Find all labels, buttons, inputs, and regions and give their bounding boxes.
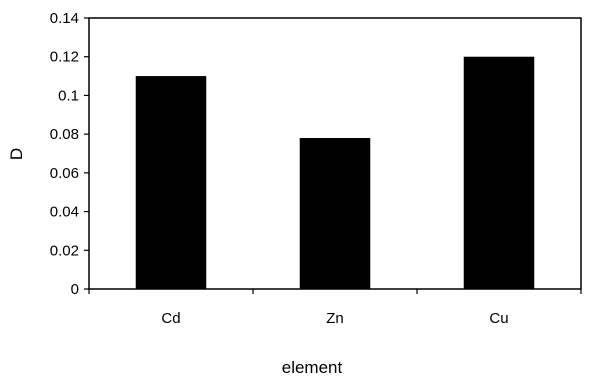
y-tick-label: 0 [71,281,79,298]
y-axis-ticks: 0 0.02 0.04 0.06 0.08 0.1 0.12 0.14 [50,10,89,298]
x-tick-label-zn: Zn [326,310,344,327]
y-tick-label: 0.04 [50,204,79,221]
y-tick-label: 0.02 [50,242,79,259]
x-tick-label-cd: Cd [161,310,180,327]
y-tick-label: 0.1 [58,87,79,104]
y-tick-label: 0.08 [50,126,79,143]
bar-zn [299,138,371,289]
y-tick-label: 0.14 [50,10,79,27]
bar-cd [135,76,207,289]
bars-group [135,56,535,289]
bar-cu [463,56,535,289]
y-axis-title: D [7,148,26,160]
x-axis-title: element [282,358,343,377]
y-tick-label: 0.12 [50,49,79,66]
x-axis-ticks: Cd Zn Cu [88,289,582,327]
y-tick-label: 0.06 [50,165,79,182]
x-tick-label-cu: Cu [489,310,508,327]
